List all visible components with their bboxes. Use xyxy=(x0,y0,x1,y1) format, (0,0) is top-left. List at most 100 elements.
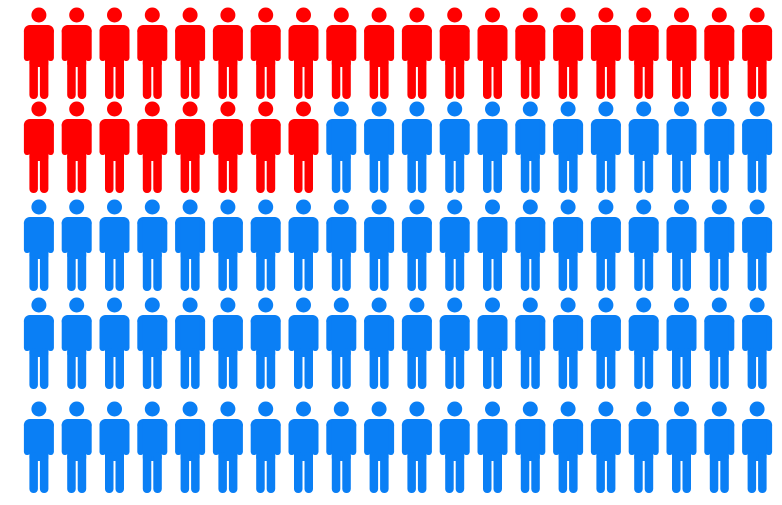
left-leg xyxy=(105,58,114,99)
right-arm xyxy=(501,28,508,61)
right-leg xyxy=(77,452,87,493)
left-arm xyxy=(628,318,636,351)
head xyxy=(220,297,236,313)
left-arm xyxy=(515,220,522,253)
head xyxy=(560,101,576,117)
person-icon xyxy=(477,199,508,291)
left-leg xyxy=(520,348,530,389)
right-arm xyxy=(160,318,168,351)
person-icon xyxy=(212,199,243,291)
head xyxy=(711,101,727,117)
person-icon xyxy=(401,101,432,193)
left-leg xyxy=(596,452,605,493)
right-arm xyxy=(614,422,621,455)
right-arm xyxy=(614,122,621,155)
right-arm xyxy=(425,28,432,61)
right-arm xyxy=(123,28,130,61)
person-icon xyxy=(175,199,206,291)
left-leg xyxy=(67,250,76,291)
right-arm xyxy=(349,28,357,61)
person-icon xyxy=(364,401,395,493)
left-leg xyxy=(29,250,38,291)
torso xyxy=(747,315,767,357)
right-arm xyxy=(85,422,92,455)
left-arm xyxy=(401,28,409,61)
right-leg xyxy=(531,452,540,493)
torso xyxy=(558,25,578,67)
left-leg xyxy=(407,152,416,193)
head xyxy=(560,199,576,215)
left-arm xyxy=(212,422,220,455)
left-arm xyxy=(477,422,484,455)
right-leg xyxy=(720,348,729,389)
left-leg xyxy=(747,58,757,99)
right-arm xyxy=(312,422,319,455)
head xyxy=(409,297,425,313)
torso xyxy=(747,217,767,259)
right-leg xyxy=(39,58,49,99)
left-arm xyxy=(212,28,220,61)
left-leg xyxy=(218,152,227,193)
torso xyxy=(558,217,578,259)
left-leg xyxy=(747,452,757,493)
left-leg xyxy=(520,250,530,291)
right-arm xyxy=(727,422,735,455)
left-arm xyxy=(250,122,258,155)
left-arm xyxy=(742,122,749,155)
right-leg xyxy=(606,452,616,493)
right-arm xyxy=(463,28,470,61)
right-leg xyxy=(39,250,49,291)
torso xyxy=(709,25,729,67)
left-arm xyxy=(590,28,598,61)
right-arm xyxy=(85,318,92,351)
torso xyxy=(218,119,238,161)
person-icon xyxy=(590,297,621,389)
right-leg xyxy=(191,452,200,493)
left-arm xyxy=(250,28,258,61)
left-leg xyxy=(407,58,416,99)
person-icon xyxy=(137,199,168,291)
head xyxy=(333,401,349,417)
head xyxy=(182,7,198,23)
torso xyxy=(672,419,691,461)
right-arm xyxy=(690,220,697,253)
right-leg xyxy=(569,250,578,291)
left-leg xyxy=(142,452,152,493)
head xyxy=(296,7,311,23)
head xyxy=(107,199,122,215)
head xyxy=(258,101,274,117)
right-arm xyxy=(274,318,281,351)
torso xyxy=(331,119,351,161)
torso xyxy=(331,315,351,357)
right-leg xyxy=(531,58,540,99)
left-arm xyxy=(175,318,182,351)
person-icon xyxy=(590,199,621,291)
torso xyxy=(67,419,87,461)
person-icon xyxy=(401,199,432,291)
head xyxy=(485,199,500,215)
person-icon xyxy=(250,101,281,193)
head xyxy=(258,401,274,417)
left-arm xyxy=(137,28,144,61)
right-leg xyxy=(531,348,540,389)
torso xyxy=(369,119,389,161)
right-leg xyxy=(266,452,276,493)
left-arm xyxy=(704,220,711,253)
left-arm xyxy=(666,318,673,351)
person-icon xyxy=(742,101,773,193)
head xyxy=(636,101,652,117)
left-arm xyxy=(439,122,447,155)
left-arm xyxy=(288,422,295,455)
person-icon xyxy=(99,401,130,493)
head xyxy=(69,401,85,417)
right-leg xyxy=(39,152,49,193)
right-leg xyxy=(304,152,313,193)
left-arm xyxy=(666,422,673,455)
torso xyxy=(294,315,313,357)
person-icon xyxy=(288,401,319,493)
torso xyxy=(709,119,729,161)
torso xyxy=(142,25,162,67)
left-leg xyxy=(369,152,379,193)
right-leg xyxy=(417,348,427,389)
right-arm xyxy=(652,318,659,351)
